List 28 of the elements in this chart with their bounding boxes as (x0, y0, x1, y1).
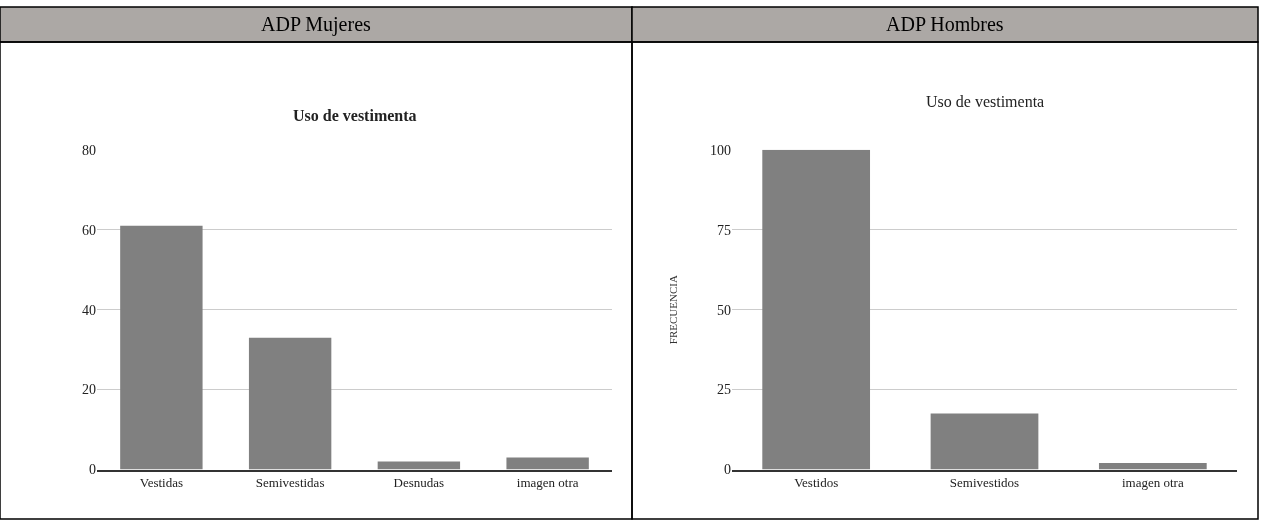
bar (506, 457, 589, 470)
y-tick-label: 60 (82, 222, 96, 238)
y-tick-label: 25 (717, 382, 731, 398)
bar (248, 337, 332, 470)
y-tick-label: 0 (89, 462, 96, 478)
chart-subtitle: Uso de vestimenta (926, 93, 1045, 110)
x-tick-label: imagen otra (516, 474, 579, 490)
y-tick-label: 75 (717, 222, 731, 238)
bar (930, 413, 1039, 470)
chart-title: ADP Mujeres (261, 13, 372, 36)
x-tick-label: Vestidos (794, 474, 839, 490)
bar (762, 149, 871, 470)
bar (120, 225, 203, 470)
x-tick-label: Semivestidos (949, 474, 1020, 490)
x-tick-label: Semivestidas (255, 474, 325, 490)
chart-subtitle: Uso de vestimenta (293, 107, 417, 124)
y-axis-title: FRECUENCIA (666, 275, 679, 345)
y-tick-label: 40 (82, 302, 96, 318)
chart-title: ADP Hombres (886, 13, 1004, 35)
x-tick-label: Desnudas (393, 474, 445, 490)
y-tick-label: 0 (724, 462, 731, 478)
x-tick-label: imagen otra (1121, 474, 1184, 490)
y-tick-label: 100 (710, 142, 731, 158)
x-tick-label: Vestidas (139, 474, 184, 490)
y-tick-label: 80 (82, 142, 96, 158)
y-tick-label: 20 (82, 382, 96, 398)
bar (1098, 463, 1207, 470)
y-tick-label: 50 (717, 302, 731, 318)
